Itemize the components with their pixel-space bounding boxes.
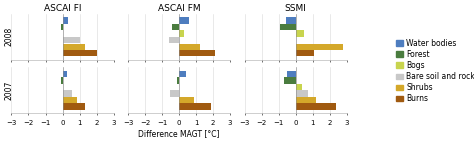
Bar xyxy=(296,90,308,97)
Y-axis label: 2008: 2008 xyxy=(4,27,13,46)
Bar xyxy=(179,44,200,50)
Bar xyxy=(179,31,184,37)
Legend: Water bodies, Forest, Bogs, Bare soil and rock, Shrubs, Burns: Water bodies, Forest, Bogs, Bare soil an… xyxy=(396,39,474,103)
Bar xyxy=(296,50,314,56)
Bar xyxy=(179,97,193,103)
Bar xyxy=(63,50,97,56)
Bar xyxy=(63,71,67,77)
Bar xyxy=(179,50,215,56)
Bar xyxy=(61,77,63,83)
Bar xyxy=(179,104,210,110)
Y-axis label: 2007: 2007 xyxy=(4,81,13,100)
Bar xyxy=(63,44,85,50)
Title: ASCAI FI: ASCAI FI xyxy=(44,4,81,13)
Bar xyxy=(172,24,179,30)
Bar xyxy=(61,24,63,30)
Bar xyxy=(179,17,189,24)
Title: ASCAI FM: ASCAI FM xyxy=(158,4,201,13)
Bar xyxy=(296,84,302,90)
Bar xyxy=(63,90,72,97)
Bar xyxy=(286,17,296,24)
Bar xyxy=(296,44,343,50)
Bar xyxy=(63,104,85,110)
Bar xyxy=(63,97,77,103)
Bar xyxy=(179,71,186,77)
Bar xyxy=(296,104,337,110)
Bar xyxy=(177,77,179,83)
Bar xyxy=(63,17,68,24)
Bar xyxy=(284,77,296,83)
Title: SSMI: SSMI xyxy=(285,4,307,13)
Bar xyxy=(296,97,316,103)
Bar xyxy=(287,71,296,77)
X-axis label: Difference MAGT [°C]: Difference MAGT [°C] xyxy=(138,129,220,138)
Bar xyxy=(170,90,179,97)
Bar xyxy=(169,37,179,43)
Bar xyxy=(280,24,296,30)
Bar xyxy=(296,31,304,37)
Bar xyxy=(63,37,80,43)
